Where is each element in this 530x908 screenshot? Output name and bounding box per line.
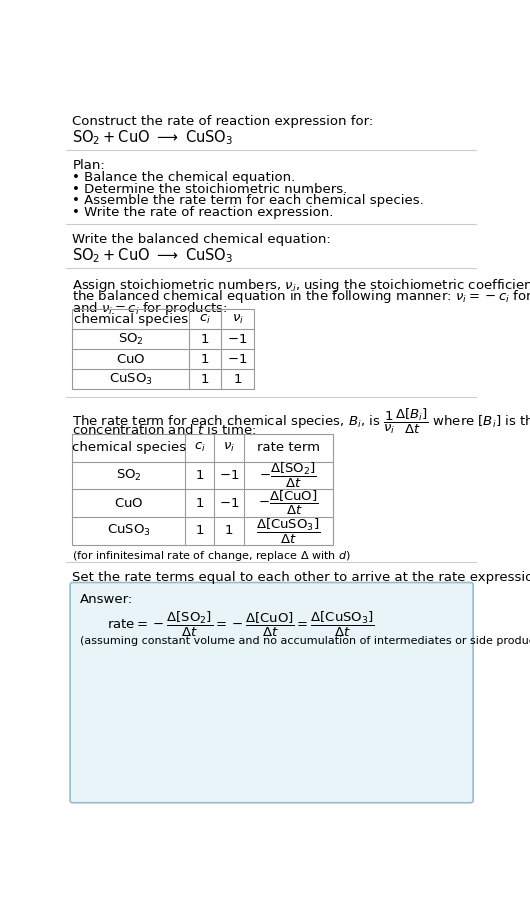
Text: 1: 1 — [225, 525, 233, 538]
Text: $\mathrm{CuO}$: $\mathrm{CuO}$ — [114, 497, 143, 509]
Text: Set the rate terms equal to each other to arrive at the rate expression:: Set the rate terms equal to each other t… — [73, 571, 530, 584]
Text: 1: 1 — [195, 497, 204, 509]
Text: Plan:: Plan: — [73, 159, 105, 172]
Bar — [73, 434, 333, 545]
Text: concentration and $t$ is time:: concentration and $t$ is time: — [73, 423, 257, 437]
Text: $\mathrm{SO_2 + CuO \ \longrightarrow \ CuSO_3}$: $\mathrm{SO_2 + CuO \ \longrightarrow \ … — [73, 246, 234, 265]
Text: • Balance the chemical equation.: • Balance the chemical equation. — [73, 172, 296, 184]
Text: $\mathrm{CuSO_3}$: $\mathrm{CuSO_3}$ — [109, 371, 153, 387]
Text: $\mathrm{rate} = -\dfrac{\Delta[\mathrm{SO_2}]}{\Delta t} = -\dfrac{\Delta[\math: $\mathrm{rate} = -\dfrac{\Delta[\mathrm{… — [107, 609, 375, 638]
Text: $-1$: $-1$ — [219, 497, 239, 509]
Text: • Assemble the rate term for each chemical species.: • Assemble the rate term for each chemic… — [73, 194, 424, 207]
Text: $\mathrm{SO_2 + CuO \ \longrightarrow \ CuSO_3}$: $\mathrm{SO_2 + CuO \ \longrightarrow \ … — [73, 128, 234, 147]
Text: $\dfrac{\Delta[\mathrm{CuSO_3}]}{\Delta t}$: $\dfrac{\Delta[\mathrm{CuSO_3}]}{\Delta … — [256, 517, 321, 546]
Text: Answer:: Answer: — [80, 593, 134, 606]
Text: Write the balanced chemical equation:: Write the balanced chemical equation: — [73, 233, 331, 246]
Text: • Determine the stoichiometric numbers.: • Determine the stoichiometric numbers. — [73, 183, 348, 196]
Text: $\nu_i$: $\nu_i$ — [232, 312, 243, 326]
Text: 1: 1 — [195, 525, 204, 538]
Text: 1: 1 — [201, 352, 209, 366]
Text: 1: 1 — [233, 372, 242, 386]
Bar — [73, 309, 254, 390]
Text: $\mathrm{SO_2}$: $\mathrm{SO_2}$ — [118, 331, 144, 347]
Text: chemical species: chemical species — [72, 441, 186, 454]
Text: The rate term for each chemical species, $B_i$, is $\dfrac{1}{\nu_i}\dfrac{\Delt: The rate term for each chemical species,… — [73, 406, 530, 436]
Text: $c_i$: $c_i$ — [199, 312, 211, 326]
Text: $\mathrm{CuO}$: $\mathrm{CuO}$ — [116, 352, 145, 366]
Text: 1: 1 — [195, 469, 204, 482]
Text: Construct the rate of reaction expression for:: Construct the rate of reaction expressio… — [73, 115, 374, 128]
Text: chemical species: chemical species — [74, 312, 188, 326]
Text: (assuming constant volume and no accumulation of intermediates or side products): (assuming constant volume and no accumul… — [80, 636, 530, 646]
Text: (for infinitesimal rate of change, replace $\Delta$ with $d$): (for infinitesimal rate of change, repla… — [73, 549, 351, 563]
Text: $\mathrm{CuSO_3}$: $\mathrm{CuSO_3}$ — [107, 523, 151, 538]
Text: the balanced chemical equation in the following manner: $\nu_i = -c_i$ for react: the balanced chemical equation in the fo… — [73, 289, 530, 305]
Text: 1: 1 — [201, 332, 209, 346]
Text: and $\nu_i = c_i$ for products:: and $\nu_i = c_i$ for products: — [73, 300, 228, 317]
Text: • Write the rate of reaction expression.: • Write the rate of reaction expression. — [73, 206, 334, 219]
Text: $-1$: $-1$ — [227, 352, 248, 366]
Text: $-\dfrac{\Delta[\mathrm{SO_2}]}{\Delta t}$: $-\dfrac{\Delta[\mathrm{SO_2}]}{\Delta t… — [259, 461, 317, 490]
Text: $-1$: $-1$ — [227, 332, 248, 346]
Text: $-1$: $-1$ — [219, 469, 239, 482]
Text: $c_i$: $c_i$ — [193, 441, 206, 454]
Text: $\mathrm{SO_2}$: $\mathrm{SO_2}$ — [116, 468, 142, 483]
Text: Assign stoichiometric numbers, $\nu_i$, using the stoichiometric coefficients, $: Assign stoichiometric numbers, $\nu_i$, … — [73, 277, 530, 294]
Text: $\nu_i$: $\nu_i$ — [223, 441, 235, 454]
FancyBboxPatch shape — [70, 583, 473, 803]
Text: $-\dfrac{\Delta[\mathrm{CuO}]}{\Delta t}$: $-\dfrac{\Delta[\mathrm{CuO}]}{\Delta t}… — [258, 489, 319, 518]
Text: rate term: rate term — [257, 441, 320, 454]
Text: 1: 1 — [201, 372, 209, 386]
